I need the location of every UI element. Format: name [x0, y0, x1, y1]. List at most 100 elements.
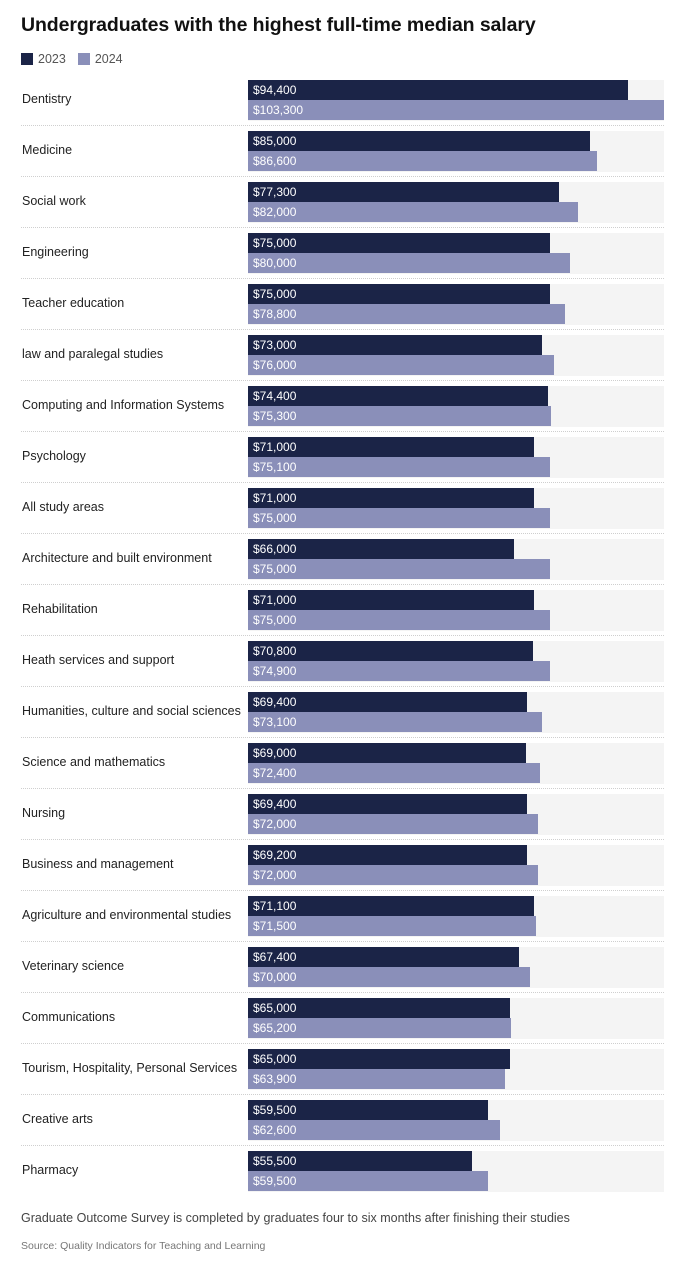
bar-2023	[248, 335, 542, 355]
category-label: Creative arts	[22, 1112, 93, 1126]
value-label-2024: $103,300	[253, 103, 304, 117]
value-label-2023: $55,500	[253, 1154, 297, 1168]
bar-2023	[248, 896, 534, 916]
bar-2024	[248, 916, 536, 936]
row-divider	[21, 431, 664, 432]
bar-2024	[248, 100, 664, 120]
value-label-2024: $82,000	[253, 205, 297, 219]
chart-row: Humanities, culture and social sciences $…	[0, 689, 676, 740]
category-label: Dentistry	[22, 92, 72, 106]
value-label-2024: $72,000	[253, 817, 297, 831]
bar-2024	[248, 1120, 500, 1140]
chart-row: Architecture and built environment $66,00…	[0, 536, 676, 587]
bar-2024	[248, 1018, 511, 1038]
category-label: Science and mathematics	[22, 755, 166, 769]
legend-label-2024: 2024	[94, 52, 123, 66]
category-label: Medicine	[22, 143, 73, 157]
value-label-2024: $80,000	[253, 256, 297, 270]
chart-row: Psychology $71,000 $75,100	[0, 434, 676, 485]
chart-row: Pharmacy $55,500 $59,500	[0, 1148, 676, 1199]
value-label-2024: $72,000	[253, 868, 297, 882]
bar-2024	[248, 712, 542, 732]
row-divider	[21, 227, 664, 228]
value-label-2024: $59,500	[253, 1174, 297, 1188]
bar-2024	[248, 253, 570, 273]
value-label-2023: $71,000	[253, 440, 297, 454]
chart-note: Graduate Outcome Survey is completed by …	[21, 1211, 570, 1225]
bar-2024	[248, 1069, 505, 1089]
chart-row: law and paralegal studies $73,000 $76,000	[0, 332, 676, 383]
value-label-2023: $74,400	[253, 389, 297, 403]
legend-item-2024: 2024	[77, 52, 123, 66]
legend-label-2023: 2023	[38, 52, 66, 66]
bar-2024	[248, 151, 597, 171]
category-label: Social work	[22, 194, 86, 208]
bar-2024	[248, 967, 530, 987]
value-label-2024: $65,200	[253, 1021, 297, 1035]
legend-item-2023: 2023	[21, 52, 66, 66]
legend-swatch-2024	[77, 53, 90, 65]
bar-2023	[248, 131, 590, 151]
value-label-2023: $65,000	[253, 1001, 297, 1015]
row-divider	[21, 584, 664, 585]
category-label: Computing and Information Systems	[22, 398, 225, 412]
value-label-2024: $76,000	[253, 358, 297, 372]
category-label: Psychology	[22, 449, 86, 463]
row-divider	[21, 788, 664, 789]
bar-2024	[248, 865, 538, 885]
value-label-2024: $71,500	[253, 919, 297, 933]
chart-row: Heath services and support $70,800 $74,900	[0, 638, 676, 689]
row-divider	[21, 380, 664, 381]
value-label-2023: $67,400	[253, 950, 297, 964]
value-label-2024: $86,600	[253, 154, 297, 168]
value-label-2023: $75,000	[253, 236, 297, 250]
chart-row: Tourism, Hospitality, Personal Services $…	[0, 1046, 676, 1097]
value-label-2024: $75,000	[253, 562, 297, 576]
value-label-2023: $70,800	[253, 644, 297, 658]
bar-2024	[248, 508, 550, 528]
value-label-2023: $69,400	[253, 797, 297, 811]
bar-2024	[248, 763, 540, 783]
bar-2024	[248, 355, 554, 375]
legend: 2023 2024	[21, 52, 135, 66]
value-label-2023: $73,000	[253, 338, 297, 352]
row-divider	[21, 635, 664, 636]
bar-2023	[248, 284, 550, 304]
category-label: Humanities, culture and social sciences	[22, 704, 241, 718]
value-label-2023: $71,000	[253, 593, 297, 607]
row-divider	[21, 992, 664, 993]
row-divider	[21, 839, 664, 840]
bar-2023	[248, 1151, 472, 1171]
bar-2023	[248, 182, 559, 202]
value-label-2023: $65,000	[253, 1052, 297, 1066]
chart-row: Dentistry $94,400 $103,300	[0, 77, 676, 128]
value-label-2023: $94,400	[253, 83, 297, 97]
category-label: law and paralegal studies	[22, 347, 164, 361]
value-label-2024: $62,600	[253, 1123, 297, 1137]
bar-2023	[248, 743, 526, 763]
value-label-2023: $75,000	[253, 287, 297, 301]
chart-row: Business and management $69,200 $72,000	[0, 842, 676, 893]
bar-2023	[248, 641, 533, 661]
bar-2024	[248, 814, 538, 834]
row-divider	[21, 737, 664, 738]
bar-2023	[248, 539, 514, 559]
row-divider	[21, 1043, 664, 1044]
value-label-2023: $85,000	[253, 134, 297, 148]
value-label-2024: $73,100	[253, 715, 297, 729]
chart-row: Social work $77,300 $82,000	[0, 179, 676, 230]
row-divider	[21, 686, 664, 687]
bar-2023	[248, 845, 527, 865]
chart-row: Teacher education $75,000 $78,800	[0, 281, 676, 332]
bar-2024	[248, 661, 550, 681]
category-label: Veterinary science	[22, 959, 125, 973]
category-label: Communications	[22, 1010, 116, 1024]
bar-2023	[248, 590, 534, 610]
bar-2023	[248, 1100, 488, 1120]
chart-row: Medicine $85,000 $86,600	[0, 128, 676, 179]
bar-2023	[248, 386, 548, 406]
chart-source: Source: Quality Indicators for Teaching …	[21, 1240, 266, 1252]
value-label-2023: $71,100	[253, 899, 297, 913]
category-label: Nursing	[22, 806, 66, 820]
category-label: Engineering	[22, 245, 89, 259]
